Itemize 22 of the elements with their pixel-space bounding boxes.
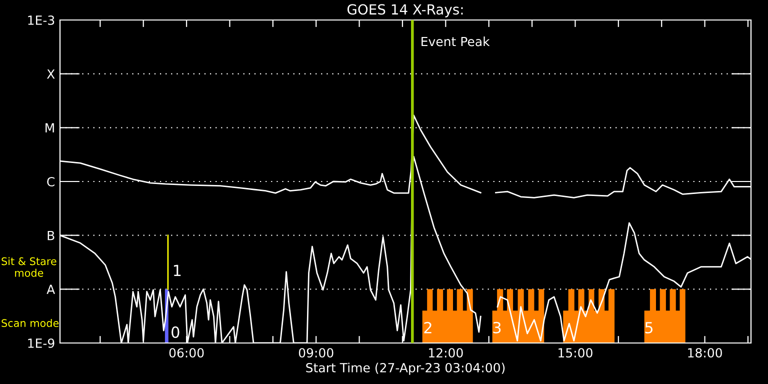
x-axis-title: Start Time (27-Apr-23 03:04:00) xyxy=(306,362,505,375)
text: Sit & Stare mode xyxy=(2,257,56,277)
x-tick-label: 09:00 xyxy=(298,348,334,358)
y-tick-label: 1E-9 xyxy=(28,338,54,348)
y-tick-label: X xyxy=(46,69,55,79)
ref-line-label: Event Peak xyxy=(422,36,490,46)
x-tick-label: 06:00 xyxy=(169,348,204,358)
annotation: 2 xyxy=(424,322,432,334)
annotation: 3 xyxy=(493,322,501,334)
annotation: 0 xyxy=(172,326,180,338)
y-tick-label: B xyxy=(48,230,54,240)
x-tick-label: 12:00 xyxy=(429,348,463,358)
annotation: 1 xyxy=(174,264,181,276)
annotation: 5 xyxy=(645,322,653,334)
y-tick-label: 1E-3 xyxy=(28,15,54,25)
chart-title: GOES 14 X-Rays: xyxy=(347,4,463,18)
y-tick-label: M xyxy=(46,123,54,132)
y-tick-label: A xyxy=(46,284,56,294)
x-tick-label: 15:00 xyxy=(558,348,592,358)
y-tick-label: C xyxy=(47,176,54,186)
text: Scan mode xyxy=(2,318,59,328)
x-tick-label: 18:00 xyxy=(688,348,722,358)
